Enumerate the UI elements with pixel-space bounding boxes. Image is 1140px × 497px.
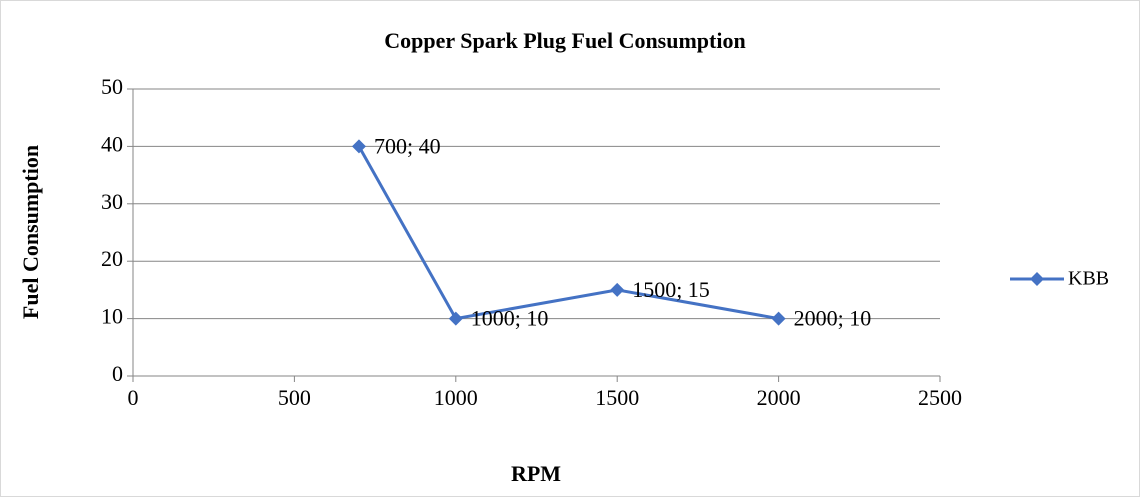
data-label: 1500; 15 <box>632 277 710 302</box>
legend-marker <box>1030 272 1044 286</box>
data-label: 2000; 10 <box>794 306 872 331</box>
y-tick-label: 20 <box>101 246 123 271</box>
y-tick-label: 0 <box>112 361 123 386</box>
marker <box>610 282 625 297</box>
legend-label: KBB <box>1068 268 1109 290</box>
x-tick-label: 0 <box>128 385 139 410</box>
x-axis-label: RPM <box>511 461 561 486</box>
x-tick-label: 2000 <box>757 385 801 410</box>
data-label: 700; 40 <box>374 133 441 158</box>
chart-title: Copper Spark Plug Fuel Consumption <box>384 28 745 53</box>
y-axis-label: Fuel Consumption <box>18 145 43 319</box>
y-tick-label: 30 <box>101 189 123 214</box>
marker <box>771 311 786 326</box>
x-tick-label: 2500 <box>918 385 962 410</box>
x-tick-label: 1000 <box>434 385 478 410</box>
y-tick-label: 40 <box>101 131 123 156</box>
x-tick-label: 500 <box>278 385 311 410</box>
y-tick-label: 50 <box>101 74 123 99</box>
y-tick-label: 10 <box>101 304 123 329</box>
series-line <box>357 145 779 321</box>
marker <box>448 311 463 326</box>
x-tick-label: 1500 <box>595 385 639 410</box>
marker <box>351 139 366 154</box>
data-label: 1000; 10 <box>471 306 549 331</box>
